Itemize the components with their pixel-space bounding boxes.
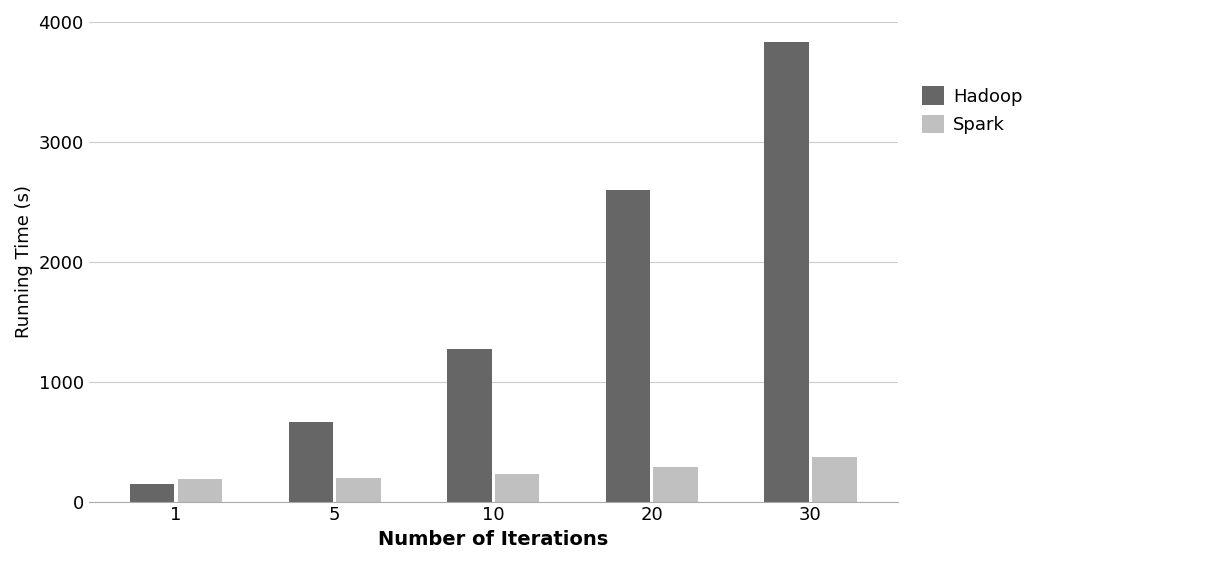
Bar [494,474,539,501]
Bar [129,483,174,501]
Legend: Hadoop, Spark: Hadoop, Spark [915,79,1030,141]
Y-axis label: Running Time (s): Running Time (s) [15,186,33,338]
Bar [653,468,698,501]
X-axis label: Number of Iterations: Number of Iterations [378,530,608,549]
Bar [447,349,492,501]
Bar [289,422,332,501]
Bar [178,479,222,501]
Bar [764,42,809,501]
Bar [606,190,650,501]
Bar [336,478,381,501]
Bar [812,457,856,501]
